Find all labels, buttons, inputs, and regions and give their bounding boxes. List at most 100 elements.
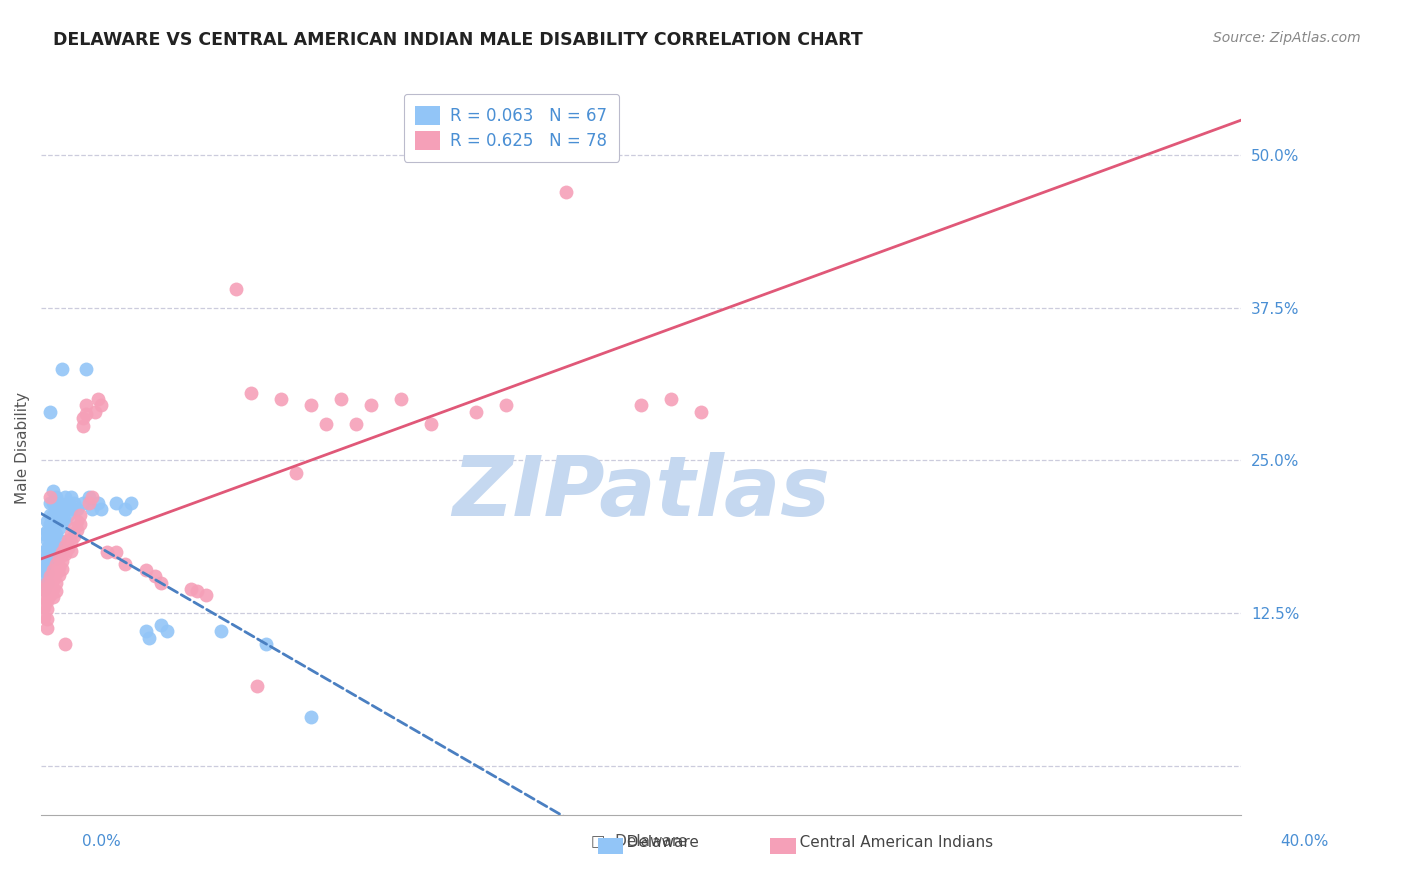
Point (555, 185, 578, 199)
Point (32, 526, 55, 541)
Point (42, 573, 65, 587)
Point (195, 588, 218, 602)
Point (143, 569, 166, 583)
Point (53, 502, 76, 516)
Point (51, 515, 73, 529)
Point (48, 568, 70, 582)
Point (32, 545, 55, 559)
Point (42, 563, 65, 577)
Text: ZIPatlas: ZIPatlas (453, 451, 830, 533)
Point (156, 624, 179, 639)
Point (75, 407, 97, 421)
Point (45, 526, 67, 541)
Point (37, 621, 59, 635)
Point (315, 417, 337, 431)
Point (240, 386, 263, 401)
Point (96, 545, 118, 559)
Text: Source: ZipAtlas.com: Source: ZipAtlas.com (1213, 31, 1361, 45)
Point (45, 584, 67, 599)
Point (299, 710, 322, 724)
Point (82, 490, 104, 504)
Point (39, 516, 62, 531)
Point (60, 526, 83, 541)
Point (32, 609, 55, 624)
Point (32, 578, 55, 592)
Point (42, 591, 65, 605)
Point (42, 508, 65, 523)
Point (270, 392, 292, 407)
Point (56, 496, 79, 510)
Point (360, 399, 382, 413)
Point (420, 417, 443, 431)
Point (51, 545, 73, 559)
Text: 0.0%: 0.0% (82, 834, 121, 848)
Point (51, 502, 73, 516)
Point (120, 496, 142, 510)
Point (114, 502, 136, 516)
Point (87, 496, 110, 510)
Point (344, 417, 367, 431)
Point (48, 496, 70, 510)
Point (56, 541, 79, 556)
Point (42, 483, 65, 498)
Point (42, 545, 65, 559)
Text: Central American Indians: Central American Indians (785, 836, 993, 850)
Point (39, 569, 62, 583)
Point (60, 502, 83, 516)
Point (37, 575, 59, 590)
Point (42, 496, 65, 510)
Point (39, 526, 62, 541)
Point (48, 508, 70, 523)
Point (135, 563, 157, 577)
Point (63, 529, 86, 543)
Point (37, 612, 59, 626)
Point (42, 582, 65, 596)
Point (72, 496, 94, 510)
Point (48, 520, 70, 534)
Point (39, 496, 62, 510)
Point (72, 410, 94, 425)
Point (45, 502, 67, 516)
Point (53, 490, 76, 504)
Point (42, 520, 65, 534)
Point (114, 558, 136, 572)
Point (37, 541, 59, 556)
Point (209, 624, 232, 639)
Point (105, 496, 128, 510)
Point (495, 399, 517, 413)
Point (37, 533, 59, 547)
Point (246, 679, 269, 693)
Point (32, 599, 55, 614)
Text: 40.0%: 40.0% (1281, 834, 1329, 848)
Point (39, 508, 62, 523)
Point (39, 535, 62, 549)
Y-axis label: Male Disability: Male Disability (15, 392, 30, 504)
Point (465, 404, 488, 418)
Text: □  Delaware: □ Delaware (591, 834, 688, 848)
Point (330, 392, 353, 407)
Point (389, 392, 412, 407)
Legend: R = 0.063   N = 67, R = 0.625   N = 78: R = 0.063 N = 67, R = 0.625 N = 78 (404, 94, 619, 161)
Point (37, 585, 59, 599)
Point (39, 404, 62, 418)
Point (77, 496, 100, 510)
Point (63, 520, 86, 534)
Point (37, 575, 59, 590)
Point (37, 594, 59, 608)
Text: Delaware: Delaware (612, 836, 699, 850)
Point (150, 575, 173, 590)
Point (39, 545, 62, 559)
Point (299, 399, 322, 413)
Point (180, 582, 202, 596)
Point (51, 553, 73, 567)
Point (105, 545, 128, 559)
Point (150, 618, 173, 632)
Point (39, 490, 62, 504)
Point (53, 539, 76, 553)
Point (51, 562, 73, 576)
Point (45, 575, 67, 590)
Point (72, 419, 94, 434)
Point (66, 515, 89, 529)
Point (56, 533, 79, 547)
Point (135, 624, 157, 639)
